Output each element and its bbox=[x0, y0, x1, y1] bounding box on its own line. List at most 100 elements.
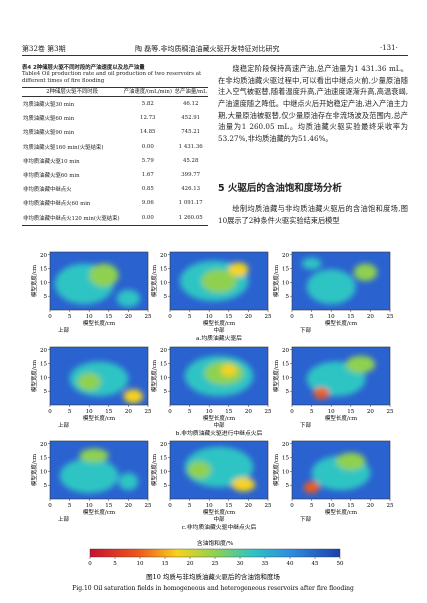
table-cell: 非均质油藏火驱10 min bbox=[23, 158, 80, 165]
y-tick-label: 5 bbox=[286, 483, 290, 489]
contour-region bbox=[118, 472, 139, 491]
table-cell: 非均质油藏中继点火120 min(火驱结束) bbox=[23, 215, 120, 222]
y-tick-label: 5 bbox=[44, 389, 48, 395]
table-cell: 426.13 bbox=[181, 186, 201, 193]
plot-frame bbox=[49, 251, 149, 311]
x-axis-label: 模型长度/cm bbox=[325, 319, 358, 327]
x-tick-label: 5 bbox=[68, 314, 72, 320]
contour-region bbox=[59, 458, 119, 494]
position-label: 上部 bbox=[58, 326, 70, 334]
x-tick-label: 25 bbox=[145, 409, 152, 415]
x-axis-label: 模型长度/cm bbox=[203, 508, 236, 516]
position-label: 下部 bbox=[300, 326, 312, 334]
y-tick-label: 15 bbox=[160, 456, 167, 462]
table-cell: 0.00 bbox=[141, 214, 154, 221]
y-tick-label: 15 bbox=[282, 456, 289, 462]
contour-region bbox=[228, 262, 249, 277]
x-tick-label: 0 bbox=[168, 409, 172, 415]
table-cell: 1 431.36 bbox=[178, 143, 203, 150]
x-axis-label: 模型长度/cm bbox=[325, 508, 358, 516]
x-tick-label: 15 bbox=[347, 503, 354, 509]
y-tick-label: 10 bbox=[40, 469, 47, 475]
plot-frame bbox=[49, 440, 149, 500]
table-cell: 非均质油藏火驱60 min bbox=[23, 173, 80, 180]
x-tick-label: 0 bbox=[48, 409, 52, 415]
table-row: 非均质油藏中继点火 0.85 426.13 bbox=[22, 182, 208, 196]
colorbar bbox=[89, 548, 341, 558]
x-tick-label: 0 bbox=[290, 314, 294, 320]
y-tick-label: 5 bbox=[164, 483, 168, 489]
table-cell: 1 091.17 bbox=[178, 200, 203, 207]
y-tick-label: 10 bbox=[282, 280, 289, 286]
column-header: 产油速度/(mL/min) bbox=[122, 87, 174, 98]
y-tick-label: 15 bbox=[160, 267, 167, 273]
figure-caption-en: Fig.10 Oil saturation fields in homogene… bbox=[72, 585, 354, 592]
x-tick-label: 20 bbox=[367, 409, 374, 415]
y-axis-label: 模型宽度/cm bbox=[30, 264, 38, 297]
x-tick-label: 5 bbox=[310, 503, 314, 509]
x-tick-label: 10 bbox=[328, 503, 335, 509]
section-heading: 5 火驱后的含油饱和度场分析 bbox=[218, 183, 342, 194]
contour-fill bbox=[50, 441, 148, 499]
header-rule bbox=[22, 55, 408, 56]
x-tick-label: 25 bbox=[265, 409, 272, 415]
figure-caption: 图10 均质与非均质油藏火驱后的含油饱和度场 bbox=[146, 572, 280, 581]
y-tick-label: 15 bbox=[282, 362, 289, 368]
x-tick-label: 25 bbox=[145, 503, 152, 509]
y-tick-label: 10 bbox=[160, 375, 167, 381]
x-tick-label: 20 bbox=[125, 409, 132, 415]
x-tick-label: 20 bbox=[125, 314, 132, 320]
table-title: 表4 2种储层火驱不同时段的产油速度以及总产油量 bbox=[22, 65, 145, 71]
position-label: 下部 bbox=[300, 515, 312, 523]
y-tick-label: 20 bbox=[160, 253, 167, 259]
y-axis-label: 模型宽度/cm bbox=[30, 453, 38, 486]
y-tick-label: 10 bbox=[40, 280, 47, 286]
x-tick-label: 10 bbox=[206, 314, 213, 320]
colorbar-tick-label: 25 bbox=[212, 561, 219, 567]
contour-region bbox=[353, 263, 378, 281]
table-cell: 5.79 bbox=[141, 157, 154, 164]
y-axis-label: 模型宽度/cm bbox=[272, 359, 280, 392]
x-tick-label: 5 bbox=[188, 314, 192, 320]
x-tick-label: 5 bbox=[68, 409, 72, 415]
x-axis-label: 模型长度/cm bbox=[203, 319, 236, 327]
table-cell: 9.06 bbox=[141, 200, 154, 207]
contour-region bbox=[89, 263, 119, 287]
x-tick-label: 0 bbox=[290, 503, 294, 509]
y-axis-label: 模型宽度/cm bbox=[150, 264, 158, 297]
column-header: 2种储层火驱不同时段 bbox=[22, 87, 123, 98]
table-row: 均质油藏火驱30 min 5.82 46.12 bbox=[22, 96, 208, 111]
y-tick-label: 15 bbox=[40, 456, 47, 462]
table-row: 非均质油藏火驱10 min 5.79 45.28 bbox=[22, 154, 208, 168]
position-label: 上部 bbox=[58, 515, 70, 523]
y-tick-label: 10 bbox=[160, 280, 167, 286]
x-axis-label: 模型长度/cm bbox=[203, 414, 236, 422]
x-tick-label: 15 bbox=[225, 314, 232, 320]
y-tick-label: 20 bbox=[282, 253, 289, 259]
x-tick-label: 5 bbox=[188, 503, 192, 509]
plot-frame bbox=[291, 346, 391, 406]
x-tick-label: 0 bbox=[168, 314, 172, 320]
contour-fill bbox=[50, 347, 148, 405]
x-tick-label: 20 bbox=[367, 314, 374, 320]
y-tick-label: 5 bbox=[286, 294, 290, 300]
contour-blobs bbox=[303, 452, 371, 494]
contour-region bbox=[79, 448, 109, 463]
colorbar-tick-label: 40 bbox=[287, 561, 294, 567]
table-cell: 45.28 bbox=[182, 157, 199, 164]
table-cell: 均质油藏火驱90 min bbox=[23, 130, 75, 137]
y-tick-label: 20 bbox=[160, 348, 167, 354]
column-header: 总产油量/mL bbox=[173, 87, 208, 98]
x-tick-label: 15 bbox=[105, 314, 112, 320]
x-tick-label: 10 bbox=[328, 314, 335, 320]
table-cell: 12.73 bbox=[140, 115, 156, 122]
paragraph: 烧稳定阶段保持高速产油,总产油量为1 431.36 mL。在非均质油藏火驱过程中… bbox=[218, 64, 408, 143]
table-cell: 399.77 bbox=[181, 172, 201, 179]
y-tick-label: 10 bbox=[160, 469, 167, 475]
y-tick-label: 10 bbox=[40, 375, 47, 381]
